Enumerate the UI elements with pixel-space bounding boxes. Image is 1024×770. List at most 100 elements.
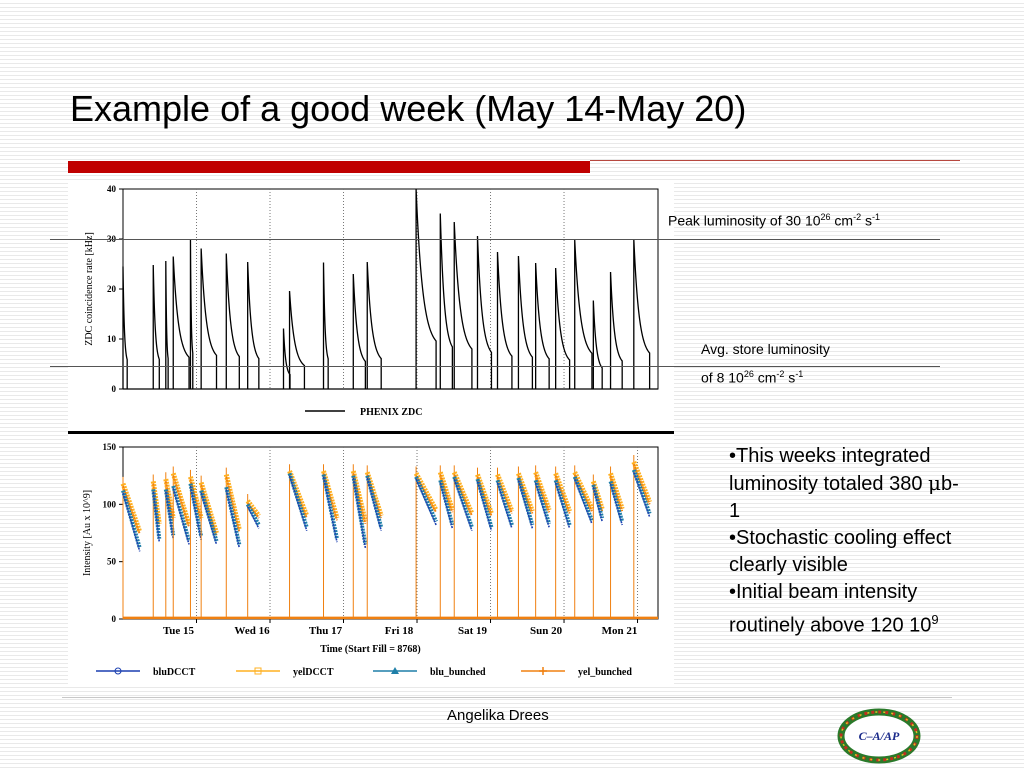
int-legend-marker (539, 667, 547, 675)
logo-ring-icon: C–A/AP (837, 708, 921, 764)
zdc-fill-trace (152, 264, 160, 389)
zdc-y-axis-label: ZDC coincidence rate [kHz] (84, 232, 95, 346)
blu-bunched-trace (591, 484, 605, 519)
int-legend-label: yel_bunched (578, 667, 632, 678)
yel-dcct-trace (198, 481, 219, 534)
blu-dcct-trace (172, 488, 190, 545)
avg-luminosity-line1: Avg. store luminosity (701, 341, 830, 357)
bullet-initial-intensity: •Initial beam intensity routinely above … (729, 579, 969, 640)
yel-bunched-trace (164, 481, 175, 521)
avg-unit1-exp: -2 (776, 369, 785, 379)
peak-exp: 26 (820, 212, 831, 222)
zdc-y-tick-label: 10 (107, 334, 117, 344)
intensity-chart-panel: 0 50 100 150 Intensity [Au x 10^9] Tue 15 Wed … (68, 435, 674, 685)
int-x-tick-label: Sun 20 (530, 625, 563, 637)
bullet-stochastic-cooling: •Stochastic cooling effect clearly visib… (729, 525, 969, 579)
blu-dcct-trace (633, 471, 651, 518)
yel-bunched-trace (632, 463, 651, 505)
blu-dcct-trace (453, 478, 473, 531)
blu-bunched-trace (631, 469, 652, 515)
avg-text: of 8 10 (701, 369, 744, 386)
blu-dcct-trace (554, 482, 571, 529)
zdc-fill-trace (415, 188, 437, 389)
avg-exp: 26 (743, 369, 754, 379)
zdc-fill-trace (189, 238, 194, 389)
blu-bunched-trace (533, 479, 552, 525)
int-x-tick-label: Fri 18 (385, 625, 414, 637)
peak-unit2-exp: -1 (872, 212, 881, 222)
chart-separator (68, 431, 674, 434)
yel-bunched-trace (200, 484, 218, 536)
zdc-y-tick-label: 40 (107, 184, 117, 194)
avg-unit2: s (784, 369, 796, 386)
peak-unit1-exp: -2 (853, 212, 862, 222)
blu-dcct-trace (439, 482, 454, 529)
blu-bunched-trace (163, 489, 176, 536)
yel-bunched-trace (225, 476, 241, 533)
peak-unit2: s (861, 212, 873, 229)
int-x-tick-label: Tue 15 (163, 625, 195, 637)
blu-dcct-trace (573, 478, 593, 525)
zdc-fill-trace (439, 213, 454, 389)
blu-dcct-trace (225, 489, 241, 549)
int-legend-marker (391, 667, 399, 674)
yel-dcct-trace (451, 471, 475, 515)
int-legend-label: yelDCCT (293, 667, 334, 678)
int-y-tick-label: 100 (103, 499, 117, 509)
zdc-fill-trace (122, 266, 128, 389)
bullet-exp: 9 (931, 612, 939, 627)
logo-text: C–A/AP (859, 729, 900, 743)
blu-dcct-trace (165, 491, 175, 539)
zdc-fill-trace (352, 273, 367, 389)
blu-bunched-trace (199, 489, 219, 542)
blu-dcct-trace (415, 478, 437, 526)
yel-dcct-trace (120, 482, 143, 533)
zdc-fill-trace (496, 251, 513, 389)
cad-ap-logo: C–A/AP (836, 707, 922, 765)
zdc-fill-trace (633, 238, 651, 389)
zdc-fill-trace (165, 260, 169, 389)
yel-bunched-trace (453, 474, 473, 517)
zdc-fill-trace (200, 248, 218, 389)
yel-dcct-trace (245, 499, 261, 518)
int-y-tick-label: 150 (103, 442, 117, 452)
avg-unit2-exp: -1 (795, 369, 804, 379)
zdc-fill-trace (476, 235, 493, 389)
blu-bunched-trace (572, 476, 594, 522)
yel-bunched-trace (415, 475, 437, 513)
zdc-fill-trace (534, 262, 550, 389)
yel-dcct-trace (350, 470, 368, 523)
peak-luminosity-note: Peak luminosity of 30 1026 cm-2 s-1 (668, 212, 880, 229)
int-legend-marker (114, 667, 122, 675)
zdc-fill-trace (172, 256, 190, 389)
peak-unit1: cm (830, 212, 854, 229)
int-x-tick-label: Mon 21 (602, 625, 638, 637)
blu-dcct-trace (246, 506, 260, 529)
micro-symbol: μ (928, 471, 942, 495)
yel-bunched-trace (189, 478, 203, 521)
bullet-text: •Initial beam intensity routinely above … (729, 581, 932, 637)
zdc-y-tick-label: 20 (107, 284, 117, 294)
zdc-fill-trace (609, 271, 623, 389)
blu-dcct-trace (366, 477, 382, 531)
yel-bunched-trace (554, 475, 571, 514)
bullet-integrated-luminosity: •This weeks integrated luminosity totale… (729, 443, 969, 525)
yel-bunched-trace (352, 473, 367, 525)
zdc-legend-label: PHENIX ZDC (360, 407, 423, 418)
peak-text: Peak luminosity of 30 10 (668, 212, 821, 229)
footer-rule (62, 697, 952, 698)
zdc-fill-trace (592, 300, 603, 389)
int-y-axis-label: Intensity [Au x 10^9] (82, 490, 93, 576)
zdc-fill-trace (555, 267, 571, 389)
blu-bunched-trace (438, 479, 455, 526)
blu-dcct-trace (517, 480, 534, 529)
beam-intensity-chart: 0 50 100 150 Intensity [Au x 10^9] Tue 15 Wed … (82, 442, 659, 678)
int-x-axis-label: Time (Start Fill = 8768) (320, 644, 421, 655)
zdc-fill-trace (517, 255, 534, 389)
zdc-fill-trace (366, 261, 382, 389)
int-legend-label: blu_bunched (430, 667, 486, 678)
title-red-rule (68, 161, 590, 173)
zdc-fill-trace (574, 239, 593, 389)
blu-dcct-trace (534, 482, 550, 528)
